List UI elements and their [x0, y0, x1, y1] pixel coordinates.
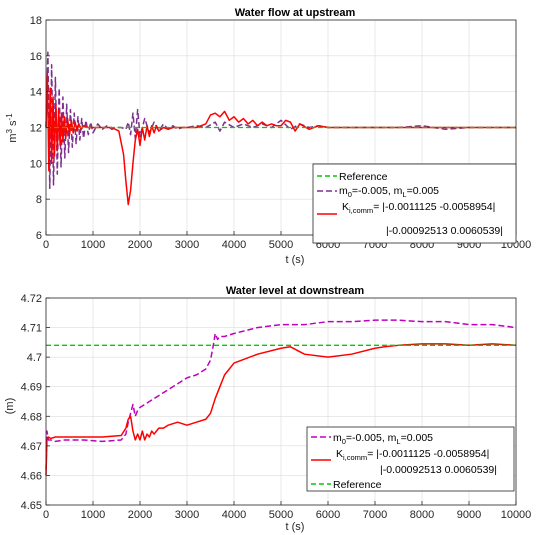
series-line-mixed [45, 319, 517, 470]
x-tick-label: 7000 [363, 509, 387, 521]
y-axis-label: (m) [4, 398, 16, 415]
series-line-mixed [45, 51, 516, 190]
x-tick-label: 2000 [128, 239, 152, 251]
x-tick-label: 10000 [501, 509, 532, 521]
legend-k-base: K [342, 201, 349, 213]
legend-label-mixed: m0=-0.005, mL=0.005 [333, 432, 433, 446]
x-tick-label: 3000 [175, 509, 199, 521]
legend: m0=-0.005, mL=0.005 Ki,comm= |-0.0011125… [306, 426, 515, 492]
x-tick-label: 9000 [457, 509, 481, 521]
legend-mixed-m0: m [339, 185, 348, 197]
legend-mixed-subL: L [396, 437, 400, 446]
tick-labels: 0 1000 2000 3000 4000 5000 6000 7000 8000 9000 100… [21, 293, 532, 521]
x-tick-label: 1000 [81, 239, 105, 251]
y-axis-label-base2: s [7, 120, 19, 129]
legend-box [312, 163, 517, 244]
legend-k-sub: i,comm [349, 206, 373, 215]
legend-label-reference: Reference [333, 479, 382, 491]
legend-mixed-sub0: 0 [348, 190, 352, 199]
series-group [45, 51, 516, 206]
legend-label-k-row2: |-0.00092513 0.0060539| [380, 464, 497, 476]
x-tick-label: 8000 [410, 509, 434, 521]
series-group [45, 319, 517, 476]
y-axis-label: m3 s-1 [5, 113, 19, 143]
y-tick-label: 8 [36, 194, 42, 206]
legend-label-mixed: m0=-0.005, mL=0.005 [339, 185, 439, 199]
y-tick-label: 4.66 [21, 470, 42, 482]
x-tick-label: 4000 [222, 509, 246, 521]
y-axis-label-base1: m [7, 133, 19, 142]
series-line-k [45, 73, 516, 206]
legend-label-k: Ki,comm= |-0.0011125 -0.0058954| [336, 448, 489, 462]
x-tick-label: 0 [43, 239, 49, 251]
x-tick-label: 6000 [316, 509, 340, 521]
legend-k-sub: i,comm [343, 453, 367, 462]
x-tick-label: 0 [43, 509, 49, 521]
legend-mixed-subL: L [402, 190, 406, 199]
y-tick-label: 4.71 [21, 323, 42, 335]
y-axis-label-sup1: 3 [5, 128, 14, 133]
chart-water-flow-upstream: 0 1000 2000 3000 4000 5000 6000 7000 8000 9000 100… [5, 7, 531, 266]
legend-label-k: Ki,comm= |-0.0011125 -0.0058954| [342, 201, 495, 215]
y-tick-label: 16 [30, 51, 42, 63]
legend-label-reference: Reference [339, 171, 388, 183]
y-tick-label: 4.7 [27, 352, 42, 364]
x-tick-label: 3000 [175, 239, 199, 251]
x-axis-label: t (s) [286, 521, 305, 533]
legend-k-row1: = |-0.0011125 -0.0058954| [373, 201, 495, 213]
legend-k-base: K [336, 448, 343, 460]
legend-mixed-sub0: 0 [342, 437, 346, 446]
y-tick-label: 12 [30, 123, 42, 135]
legend-k-row1: = |-0.0011125 -0.0058954| [367, 448, 489, 460]
y-tick-label: 4.67 [21, 441, 42, 453]
x-tick-label: 2000 [128, 509, 152, 521]
chart-title: Water level at downstream [226, 285, 365, 297]
legend-mixed-mid: =-0.005, m [346, 432, 397, 444]
x-tick-label: 4000 [222, 239, 246, 251]
legend-mixed-mid: =-0.005, m [352, 185, 403, 197]
y-tick-label: 14 [30, 87, 42, 99]
y-tick-label: 4.69 [21, 382, 42, 394]
legend-label-k-row2: |-0.00092513 0.0060539| [386, 225, 503, 237]
y-tick-label: 6 [36, 230, 42, 242]
legend-box [306, 426, 515, 492]
y-axis-label-sup2: -1 [5, 113, 14, 121]
x-tick-label: 1000 [81, 509, 105, 521]
legend-mixed-post: =0.005 [407, 185, 440, 197]
y-tick-label: 4.68 [21, 411, 42, 423]
legend-mixed-post: =0.005 [401, 432, 434, 444]
y-tick-label: 4.72 [21, 293, 42, 305]
y-tick-label: 4.65 [21, 500, 42, 512]
legend: Reference m0=-0.005, mL=0.005 Ki,comm= |… [312, 163, 517, 244]
chart-water-level-downstream: 0 1000 2000 3000 4000 5000 6000 7000 8000 9000 100… [4, 285, 531, 533]
legend-mixed-m0: m [333, 432, 342, 444]
x-tick-label: 5000 [269, 239, 293, 251]
y-tick-label: 10 [30, 158, 42, 170]
x-tick-label: 5000 [269, 509, 293, 521]
series-line-k [45, 343, 517, 476]
x-axis-label: t (s) [286, 254, 305, 266]
y-tick-label: 18 [30, 15, 42, 27]
chart-title: Water flow at upstream [235, 7, 356, 19]
